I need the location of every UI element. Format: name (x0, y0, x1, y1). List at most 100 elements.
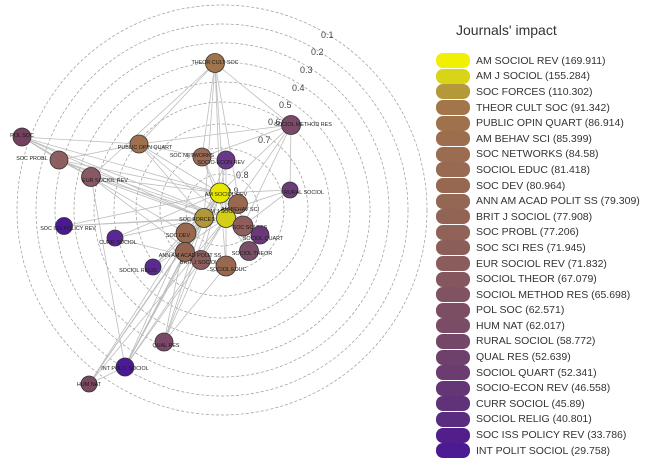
journal-node-currsoc[interactable]: CURR SOCIOL (99, 229, 137, 247)
network-edge (114, 217, 205, 239)
journal-node-humnat[interactable]: HUM NAT (77, 375, 102, 393)
legend-label: PUBLIC OPIN QUART (86.914) (476, 117, 624, 130)
journal-node-circle[interactable] (281, 115, 301, 135)
legend-label: QUAL RES (52.639) (476, 351, 571, 364)
legend-swatch (436, 287, 470, 303)
journal-node-polsoc[interactable]: POL SOC (10, 127, 34, 147)
journal-node-socecon[interactable]: SOCIO-ECON REV (197, 150, 245, 170)
network-edge (138, 143, 205, 219)
journal-node-circle[interactable] (209, 182, 231, 204)
journal-node-circle[interactable] (80, 375, 98, 393)
similarity-ring (113, 101, 331, 319)
journal-node-circle[interactable] (192, 147, 212, 167)
journal-node-theor[interactable]: THEOR CULT SOC (191, 53, 239, 73)
journal-node-circle[interactable] (81, 167, 101, 187)
journal-node-issrev[interactable]: SOC ISS POLICY REV (40, 217, 96, 235)
ring-label: 0.8 (236, 170, 249, 180)
legend-item: SOCIOL EDUC (81.418) (436, 162, 640, 178)
journal-node-circle[interactable] (55, 217, 73, 235)
journal-node-circle[interactable] (129, 134, 149, 154)
network-edge (214, 62, 221, 194)
ring-label: 0.9 (226, 186, 239, 196)
journal-node-socquart[interactable]: SOCIOL QUART (243, 225, 284, 245)
journal-node-socdev[interactable]: SOC DEV (166, 222, 197, 244)
journal-node-circle[interactable] (194, 208, 214, 228)
journal-node-sociolth[interactable]: SOCIOL THEOR (232, 241, 273, 261)
journal-node-label: SOC FORCES (179, 217, 215, 223)
journal-node-circle[interactable] (115, 357, 135, 377)
ring-label: 0.6 (268, 117, 281, 127)
network-edge (21, 136, 205, 219)
legend-label: AM SOCIOL REV (169.911) (476, 54, 606, 67)
journal-node-circle[interactable] (154, 332, 174, 352)
journal-node-eur[interactable]: EUR SOCIOL REV (81, 167, 129, 187)
journal-node-circle[interactable] (191, 250, 211, 270)
legend-item: SOCIOL THEOR (67.079) (436, 271, 640, 287)
journal-node-socedu[interactable]: SOCIOL EDUC (210, 255, 247, 277)
network-edge (90, 176, 221, 194)
journal-node-socnet[interactable]: SOC NETWORKS (170, 147, 215, 167)
journal-node-circle[interactable] (232, 215, 254, 237)
journal-node-circle[interactable] (216, 208, 236, 228)
journal-node-label: SOCIOL RELIG (119, 268, 157, 274)
legend-swatch (436, 302, 470, 318)
legend-item: SOC DEV (80.964) (436, 178, 640, 194)
journal-node-ambehav[interactable]: AM BEHAV SCI (221, 194, 259, 214)
journal-node-label: INT POLIT SOCIOL (101, 366, 148, 372)
journal-node-amsocrev[interactable]: AM SOCIOL REV (205, 182, 248, 204)
journal-node-rural[interactable]: RURAL SOCIOL (281, 181, 324, 199)
journal-node-circle[interactable] (144, 258, 162, 276)
journal-node-circle[interactable] (250, 225, 270, 245)
journal-node-qualres[interactable]: QUAL RES (152, 332, 180, 352)
journal-node-public[interactable]: PUBLIC OPIN QUART (118, 134, 173, 154)
similarity-ring (16, 4, 428, 416)
legend-swatch (436, 68, 470, 84)
journal-node-socmeth[interactable]: SOCIOL METHOD RES (274, 115, 332, 135)
journal-node-label: PUBLIC OPIN QUART (118, 145, 173, 151)
similarity-ring (135, 123, 309, 297)
network-edge (90, 176, 205, 219)
legend-swatch (436, 365, 470, 381)
network-edge (90, 176, 126, 368)
journal-node-britj[interactable]: BRIT J SOCIOL (180, 250, 218, 270)
journal-node-circle[interactable] (106, 229, 124, 247)
journal-node-circle[interactable] (215, 255, 237, 277)
legend-label: SOC PROBL (77.206) (476, 226, 579, 239)
legend-item: AM BEHAV SCI (85.399) (436, 131, 640, 147)
journal-node-circle[interactable] (175, 242, 195, 262)
journal-node-circle[interactable] (12, 127, 32, 147)
journal-node-socprob[interactable]: SOC PROBL (16, 150, 69, 170)
journal-node-circle[interactable] (228, 194, 248, 214)
journal-node-circle[interactable] (49, 150, 69, 170)
journal-node-circle[interactable] (205, 53, 225, 73)
network-edge (114, 192, 221, 239)
legend-swatch (436, 396, 470, 412)
legend-swatch (436, 333, 470, 349)
legend-swatch (436, 131, 470, 147)
journal-node-socforces[interactable]: SOC FORCES (179, 208, 215, 228)
legend-swatch (436, 115, 470, 131)
journal-node-label: SOCIOL EDUC (210, 267, 247, 273)
network-edge (152, 217, 205, 268)
journal-node-circle[interactable] (239, 241, 259, 261)
legend-swatch (436, 380, 470, 396)
legend-label: AM J SOCIOL (155.284) (476, 70, 590, 83)
ring-label: 0.5 (279, 100, 292, 110)
journal-node-circle[interactable] (281, 181, 299, 199)
journal-node-intpol[interactable]: INT POLIT SOCIOL (101, 357, 149, 377)
legend-item: QUAL RES (52.639) (436, 349, 640, 365)
legend-item: THEOR CULT SOC (91.342) (436, 100, 640, 116)
legend-label: HUM NAT (62.017) (476, 319, 565, 332)
journal-node-label: SOCIO-ECON REV (197, 160, 245, 166)
journal-node-annam[interactable]: ANN AM ACAD POLIT SS (159, 242, 222, 262)
journal-node-socsci[interactable]: SOC SCI RES (232, 215, 268, 237)
journal-node-circle[interactable] (216, 150, 236, 170)
journal-node-relig[interactable]: SOCIOL RELIG (119, 258, 162, 276)
network-edge (201, 124, 292, 158)
legend-swatch (436, 224, 470, 240)
journal-node-amjsoc[interactable]: AM J SOCIOL (207, 208, 241, 228)
similarity-ring (54, 42, 390, 378)
legend-label: SOCIOL EDUC (81.418) (476, 163, 590, 176)
legend-label: ANN AM ACAD POLIT SS (79.309) (476, 195, 640, 208)
legend-label: RURAL SOCIOL (58.772) (476, 335, 596, 348)
